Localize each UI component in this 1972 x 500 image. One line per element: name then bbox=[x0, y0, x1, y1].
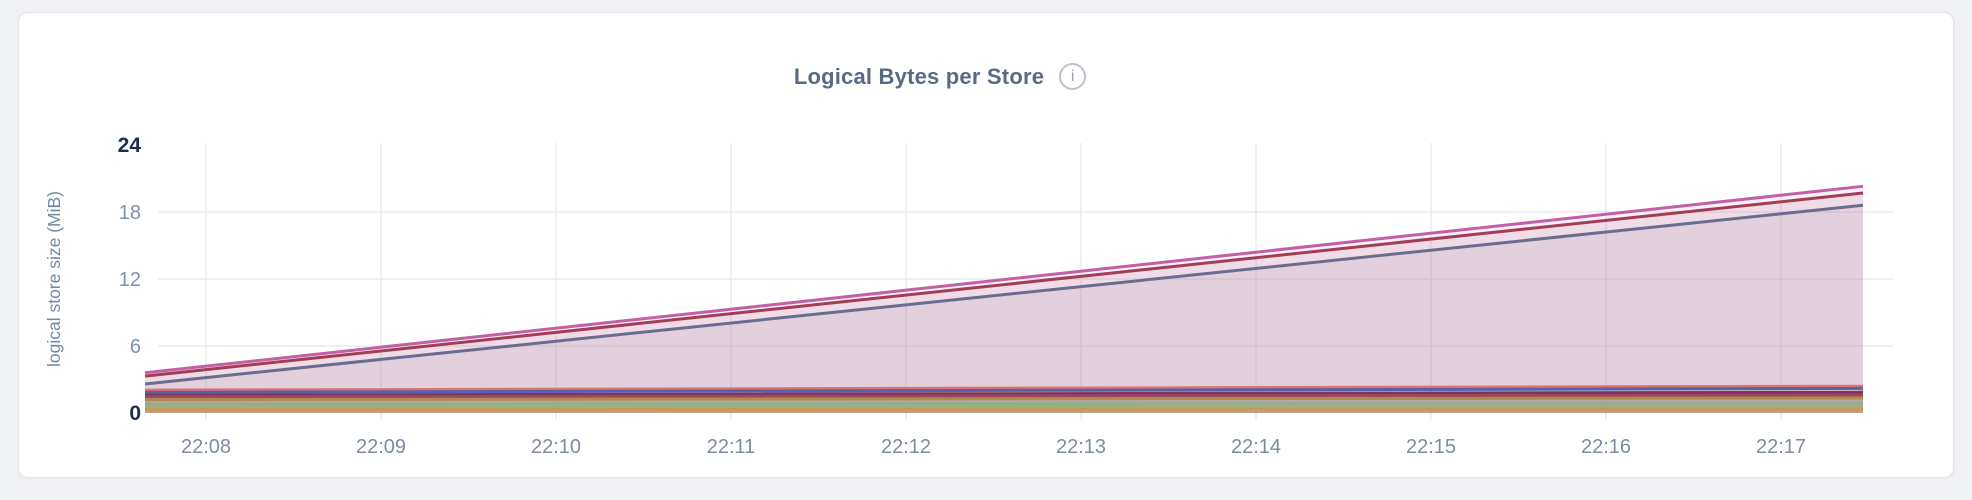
series-area-store-1 bbox=[145, 186, 1863, 413]
y-tick-label: 12 bbox=[119, 269, 141, 291]
y-tick-label: 18 bbox=[119, 202, 141, 224]
series-line-store-3 bbox=[144, 203, 1864, 386]
x-tick-label: 22:11 bbox=[707, 436, 756, 458]
series-line-store-9 bbox=[144, 401, 1864, 406]
series-area-store-3 bbox=[145, 205, 1863, 413]
x-tick-label: 22:16 bbox=[1581, 436, 1631, 458]
y-tick-label: 0 bbox=[129, 402, 141, 425]
series-line-store-4 bbox=[144, 384, 1864, 392]
series-line-store-1 bbox=[144, 184, 1864, 375]
series-line-store-2 bbox=[144, 191, 1864, 378]
x-tick-label: 22:10 bbox=[531, 436, 581, 458]
x-tick-label: 22:08 bbox=[181, 436, 231, 458]
x-tick-label: 22:14 bbox=[1231, 436, 1281, 458]
info-icon[interactable]: i bbox=[1059, 63, 1087, 90]
series-line-store-7 bbox=[144, 393, 1864, 399]
series-line-store-6 bbox=[144, 390, 1864, 397]
x-tick-label: 22:09 bbox=[356, 436, 406, 458]
y-axis-title: logical store size (MiB) bbox=[44, 191, 64, 367]
x-tick-label: 22:17 bbox=[1756, 436, 1806, 458]
chart-plot-area[interactable] bbox=[145, 143, 1863, 420]
y-tick-label: 6 bbox=[130, 336, 141, 358]
series-area-store-2 bbox=[145, 193, 1863, 413]
series-line-store-5 bbox=[144, 386, 1864, 394]
chart-title: Logical Bytes per Store bbox=[793, 63, 1045, 89]
chart-header-inner: Logical Bytes per Store i bbox=[793, 63, 1087, 90]
series-line-store-10 bbox=[144, 404, 1864, 409]
series-line-store-8 bbox=[144, 396, 1864, 402]
x-tick-label: 22:15 bbox=[1406, 436, 1456, 458]
y-tick-label: 24 bbox=[118, 134, 142, 157]
chart-header: Logical Bytes per Store i bbox=[19, 63, 1953, 90]
x-tick-label: 22:13 bbox=[1056, 436, 1106, 458]
x-tick-label: 22:12 bbox=[881, 436, 931, 458]
